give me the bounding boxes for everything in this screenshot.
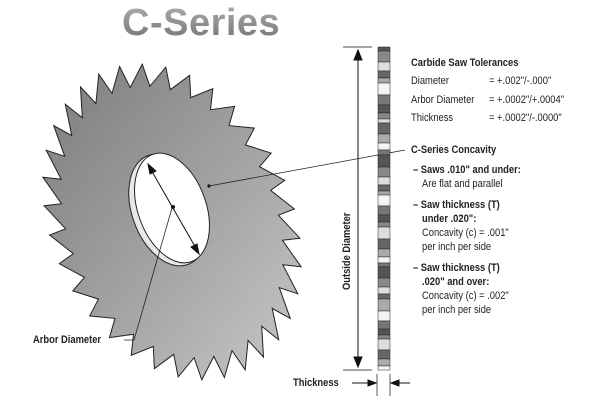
side-view-segment <box>377 61 391 72</box>
side-view-segment <box>377 226 391 240</box>
side-view-segment <box>377 133 391 144</box>
side-view-segment <box>377 112 391 120</box>
arbor-diameter-label: Arbor Diameter <box>33 334 102 346</box>
tolerances-heading: Carbide Saw Tolerances <box>411 57 519 69</box>
side-view-segment <box>377 194 391 207</box>
side-view-segment <box>377 77 391 84</box>
side-view-segment <box>377 94 391 106</box>
side-view-segment <box>377 118 391 124</box>
side-view-segment <box>377 205 391 216</box>
side-view-segment <box>377 334 391 340</box>
concavity-item-text: Concavity (c) = .002" <box>422 290 509 302</box>
tolerance-value: = +.0002"/-.0000" <box>489 112 562 124</box>
side-view-segment <box>377 82 391 96</box>
side-view-segment <box>377 358 391 367</box>
thickness-label: Thickness <box>293 377 339 389</box>
side-view-segment <box>377 176 391 186</box>
side-view-segment <box>377 277 391 288</box>
concavity-heading: C-Series Concavity <box>411 144 497 156</box>
tolerance-name: Arbor Diameter <box>411 94 475 106</box>
saw-side-view <box>377 46 391 371</box>
side-view-segment <box>377 149 391 156</box>
concavity-item-title: .020" and over: <box>422 276 490 288</box>
side-view-segment <box>377 349 391 360</box>
outside-diameter-label: Outside Diameter <box>341 212 353 290</box>
concavity-item-text: Concavity (c) = .001" <box>422 227 509 239</box>
side-view-segment <box>377 310 391 322</box>
concavity-item-title: – Saw thickness (T) <box>413 262 500 274</box>
concavity-item-title: under .020": <box>422 213 477 225</box>
side-view-segment <box>377 104 391 114</box>
side-view-segment <box>377 286 391 295</box>
concavity-item-text: Are flat and parallel <box>422 178 503 190</box>
concavity-item-title: – Saws .010" and under: <box>413 164 521 176</box>
concavity-item-title: – Saw thickness (T) <box>413 199 500 211</box>
concavity-item-text: per inch per side <box>422 241 492 253</box>
side-view-segment <box>377 184 391 192</box>
side-view-segment <box>377 328 391 336</box>
tolerance-name: Thickness <box>411 112 454 124</box>
side-view-segment <box>377 256 391 264</box>
concavity-item-text: per inch per side <box>422 304 492 316</box>
series-title: C-Series <box>122 2 281 44</box>
thickness-arrows <box>352 374 410 396</box>
side-view-segment <box>377 190 391 196</box>
arbor-diameter-arrow <box>147 162 200 256</box>
arbor-leader-line <box>124 207 173 341</box>
side-view-segment <box>377 293 391 300</box>
tolerance-value: = +.0002"/+.0004" <box>489 94 565 106</box>
side-view-segment <box>377 122 391 135</box>
side-view-segment <box>377 262 391 268</box>
side-view-segment <box>377 320 391 330</box>
side-view-segment <box>377 70 391 79</box>
side-view-segment <box>377 238 391 250</box>
side-view-segment <box>377 214 391 223</box>
side-view-segment <box>377 166 391 178</box>
side-view-segment <box>377 154 391 168</box>
side-view-segment <box>377 221 391 228</box>
side-view-segment <box>377 298 391 312</box>
outside-diameter-arrow <box>343 46 372 371</box>
side-view-segment <box>377 248 391 258</box>
side-view-segment <box>377 266 391 279</box>
tolerance-value: = +.002"/-.000" <box>489 75 552 87</box>
side-view-segment <box>377 50 391 63</box>
side-view-segment <box>377 338 391 351</box>
side-view-segment <box>377 365 391 371</box>
tolerance-name: Diameter <box>411 75 449 87</box>
concavity-leader-line <box>207 149 406 188</box>
side-view-segment <box>377 46 391 52</box>
side-view-segment <box>377 142 391 151</box>
